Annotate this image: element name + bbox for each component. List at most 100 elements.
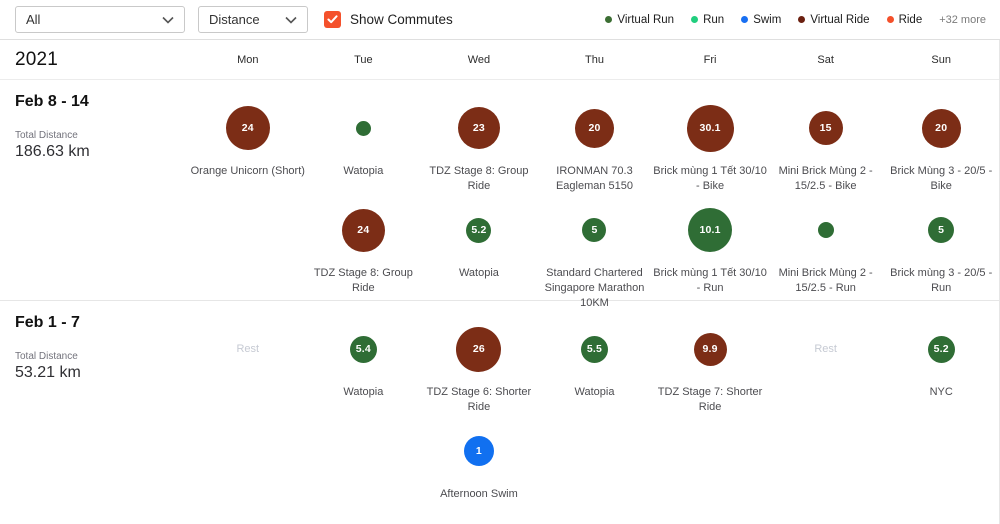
activity-value: 5.5 (586, 343, 603, 355)
sport-filter-dropdown[interactable]: All (15, 6, 185, 33)
activity-circle[interactable]: 24 (225, 106, 270, 150)
toolbar: All Distance Show Commutes Virtual Run Ru… (0, 0, 1000, 40)
checkmark-icon (327, 15, 338, 24)
day-header-tue: Tue (354, 53, 373, 66)
show-commutes-toggle[interactable]: Show Commutes (324, 11, 453, 28)
activity-value: 20 (588, 122, 601, 134)
activity-circle[interactable]: 9.9 (693, 332, 727, 366)
activity-value: 24 (357, 224, 370, 236)
circle-zone: 20 (537, 92, 653, 164)
week-info: Feb 1 - 7 Total Distance 53.21 km (0, 301, 190, 524)
activity-label: NYC (929, 386, 953, 398)
calendar-cell: 9.9 TDZ Stage 7: Shorter Ride (652, 313, 768, 415)
calendar-cell (190, 415, 306, 517)
circle-zone (306, 415, 422, 487)
swim-dot-icon (741, 16, 749, 23)
calendar-cell (883, 415, 999, 517)
activity-row: 24 TDZ Stage 8: Group Ride 5.2 Watopia 5 Stan… (190, 194, 999, 311)
legend-label: Ride (898, 13, 923, 26)
circle-zone: 5.4 (306, 313, 422, 385)
activity-label: Mini Brick Mùng 2 - 15/2.5 - Run (778, 267, 873, 294)
activity-circle[interactable] (355, 120, 371, 136)
activity-circle[interactable]: 30.1 (686, 104, 734, 152)
calendar-cell: 20 Brick Mùng 3 - 20/5 - Bike (883, 92, 999, 194)
metric-dropdown[interactable]: Distance (198, 6, 308, 33)
circle-zone: 20 (883, 92, 999, 164)
activity-circle[interactable]: 20 (921, 108, 961, 148)
activity-circle[interactable]: 5.2 (466, 217, 492, 243)
circle-zone: 5 (537, 194, 653, 266)
activity-circle[interactable]: 1 (463, 436, 494, 466)
week-days: Rest 5.4 Watopia 26 TDZ Stage 6: Shorter Rid… (190, 301, 999, 524)
activity-label: Brick mùng 1 Tết 30/10 - Run (653, 267, 767, 294)
activity-label: Watopia (574, 386, 615, 398)
circle-zone: 5.2 (421, 194, 537, 266)
week-info: Feb 8 - 14 Total Distance 186.63 km (0, 80, 190, 300)
activity-value: 5 (591, 224, 598, 236)
activity-circle[interactable] (817, 222, 834, 238)
circle-zone: 26 (421, 313, 537, 385)
activity-label: TDZ Stage 7: Shorter Ride (657, 386, 763, 413)
day-header-wed: Wed (467, 53, 491, 66)
week-title: Feb 1 - 7 (15, 314, 80, 331)
activity-circle[interactable]: 10.1 (688, 208, 733, 252)
activity-circle[interactable]: 23 (457, 107, 500, 149)
legend-label: Virtual Ride (810, 13, 870, 26)
activity-circle[interactable]: 5.4 (349, 335, 377, 363)
calendar-cell: 20 IRONMAN 70.3 Eagleman 5150 (537, 92, 653, 194)
activity-label: TDZ Stage 6: Shorter Ride (426, 386, 532, 413)
circle-zone (768, 194, 884, 266)
year-label: 2021 (15, 48, 59, 70)
activity-circle[interactable]: 26 (456, 326, 502, 372)
activity-value: 15 (819, 122, 832, 134)
activity-circle[interactable]: 5 (928, 217, 955, 243)
calendar-cell: 1 Afternoon Swim (421, 415, 537, 517)
activity-type-legend: Virtual Run Run Swim Virtual Ride Ride (605, 14, 922, 26)
activity-circle[interactable]: 15 (808, 111, 843, 145)
activity-value: 1 (475, 445, 482, 457)
circle-zone: 9.9 (652, 313, 768, 385)
activity-circle[interactable]: 5 (582, 218, 607, 242)
circle-zone (190, 194, 306, 266)
week-title: Feb 8 - 14 (15, 93, 89, 110)
calendar-cell (768, 415, 884, 517)
chevron-down-icon (285, 16, 297, 24)
circle-zone: Rest (190, 313, 306, 385)
legend-item-ride: Ride (886, 13, 923, 26)
chevron-down-icon (162, 16, 174, 24)
activity-label: Watopia (458, 267, 499, 279)
activity-label: TDZ Stage 8: Group Ride (429, 165, 529, 192)
calendar-cell (652, 415, 768, 517)
activity-row: 24 Orange Unicorn (Short) Watopia 23 TDZ Sta… (190, 92, 999, 194)
circle-zone: 5.2 (883, 313, 999, 385)
activity-value: 10.1 (699, 224, 721, 236)
activity-circle[interactable]: 5.2 (927, 335, 955, 363)
total-distance-value: 186.63 km (15, 143, 90, 160)
activity-circle[interactable]: 20 (574, 108, 614, 148)
circle-zone (652, 415, 768, 487)
legend-item-virtual-run: Virtual Run (605, 14, 674, 26)
activity-label: TDZ Stage 8: Group Ride (313, 267, 413, 294)
activity-circle[interactable]: 24 (341, 208, 385, 252)
rest-label: Rest (814, 343, 837, 355)
calendar-cell: 24 Orange Unicorn (Short) (190, 92, 306, 194)
legend-item-run: Run (691, 14, 724, 26)
circle-zone: 23 (421, 92, 537, 164)
legend-item-virtual-ride: Virtual Ride (798, 13, 870, 26)
circle-zone: 15 (768, 92, 884, 164)
calendar-cell: Rest (768, 313, 884, 415)
run-dot-icon (691, 16, 699, 23)
calendar-cell: Watopia (306, 92, 422, 194)
total-distance-label: Total Distance (15, 351, 78, 362)
calendar-cell: Rest (190, 313, 306, 415)
activity-label: Orange Unicorn (Short) (190, 165, 305, 177)
more-activity-types-link[interactable]: +32 more (939, 13, 986, 26)
activity-value: 24 (241, 122, 254, 134)
activity-label: Brick mùng 3 - 20/5 - Run (890, 267, 993, 294)
activity-label: Watopia (343, 165, 384, 177)
activity-circle[interactable]: 5.5 (580, 335, 608, 363)
week-section: Feb 1 - 7 Total Distance 53.21 km Rest 5.4 Wa… (0, 300, 999, 524)
checkbox-checked-icon[interactable] (324, 11, 341, 28)
calendar-cell: 15 Mini Brick Mùng 2 - 15/2.5 - Bike (768, 92, 884, 194)
day-header-thu: Thu (585, 53, 604, 66)
